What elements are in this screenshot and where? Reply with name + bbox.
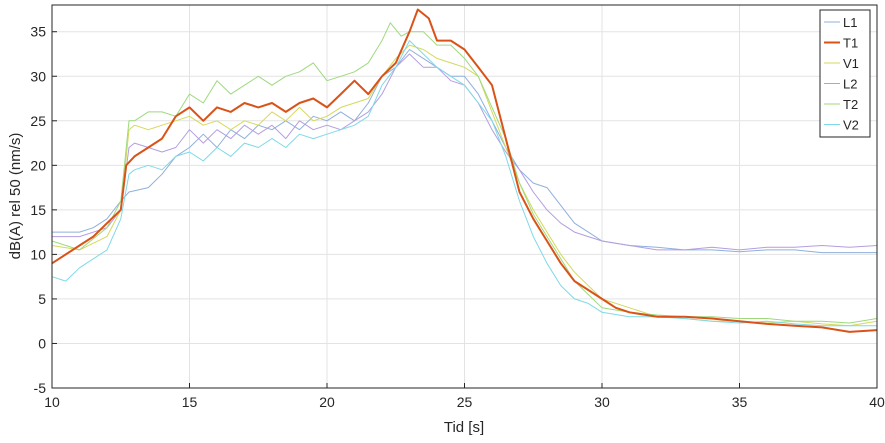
legend-label-l1: L1 — [843, 15, 857, 30]
series-lines — [51, 8, 878, 333]
x-tick-label: 20 — [319, 394, 335, 410]
x-tick-label: 25 — [457, 394, 473, 410]
legend-label-v1: V1 — [843, 56, 859, 71]
y-axis-label: dB(A) rel 50 (nm/s) — [7, 133, 24, 260]
y-tick-label: 0 — [38, 335, 46, 351]
x-axis-ticks: 10 15 20 25 30 35 40 — [44, 383, 885, 410]
y-tick-label: 30 — [30, 68, 46, 84]
y-tick-label: 5 — [38, 291, 46, 307]
x-tick-label: 35 — [732, 394, 748, 410]
legend-label-t1: T1 — [843, 36, 858, 51]
y-tick-label: 25 — [30, 113, 46, 129]
series-line-t1 — [51, 8, 878, 333]
x-tick-label: 15 — [182, 394, 198, 410]
x-axis-label: Tid [s] — [444, 419, 484, 436]
legend-box — [819, 9, 871, 138]
legend-label-l2: L2 — [843, 77, 857, 92]
series-line-l2 — [52, 53, 878, 251]
x-tick-label: 30 — [594, 394, 610, 410]
series-line-l1 — [52, 49, 877, 254]
x-tick-label: 10 — [44, 394, 60, 410]
series-line-t2 — [51, 22, 878, 324]
y-tick-label: 15 — [30, 202, 46, 218]
y-tick-label: 10 — [30, 246, 46, 262]
y-tick-label: 35 — [30, 24, 46, 40]
series-line-v2 — [51, 40, 877, 327]
y-tick-label: -5 — [34, 380, 47, 396]
x-tick-label: 40 — [869, 394, 885, 410]
legend: L1 T1 V1 L2 T2 V2 — [819, 9, 871, 138]
y-axis-ticks: -5 0 5 10 15 20 25 30 35 — [30, 24, 57, 396]
legend-label-v2: V2 — [843, 118, 859, 133]
legend-label-t2: T2 — [843, 97, 858, 112]
y-tick-label: 20 — [30, 157, 46, 173]
